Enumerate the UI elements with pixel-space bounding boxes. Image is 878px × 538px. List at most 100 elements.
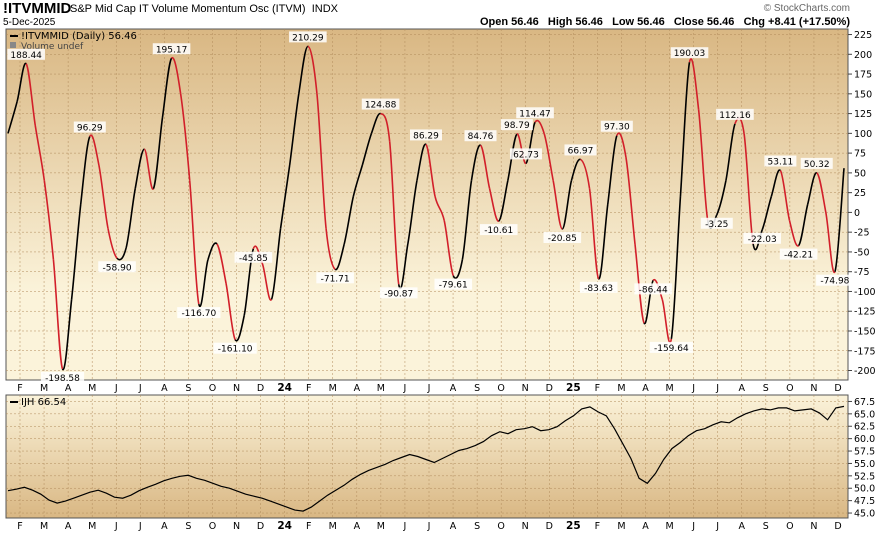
osc-series-segment: [806, 172, 818, 205]
osc-month-label: A: [65, 383, 72, 394]
osc-series-segment: [534, 119, 545, 134]
osc-series-segment: [561, 180, 573, 230]
osc-series-segment: [7, 101, 18, 134]
osc-ytick-label: 100: [854, 129, 872, 140]
osc-annotation-box: [234, 251, 273, 263]
osc-annotation-label: 84.76: [468, 132, 494, 142]
osc-annotation-label: 62.73: [513, 150, 539, 160]
price-ytick-label: 67.5: [854, 397, 875, 408]
osc-month-label: J: [138, 383, 142, 394]
price-month-label: J: [427, 521, 431, 532]
osc-series-segment: [270, 228, 282, 300]
osc-ytick-label: 150: [854, 89, 872, 100]
osc-annotation-box: [779, 248, 818, 260]
osc-annotation-box: [800, 157, 833, 169]
price-ytick-label: 45.0: [854, 509, 875, 520]
osc-series-segment: [661, 299, 673, 344]
osc-annotation-box: [516, 107, 554, 119]
osc-series-segment: [288, 93, 300, 166]
osc-annotation-box: [73, 121, 106, 133]
osc-series-segment: [825, 212, 836, 273]
osc-annotation-box: [464, 130, 497, 142]
osc-annotation-box: [543, 232, 582, 244]
osc-annotation-label: -20.85: [548, 234, 577, 244]
osc-series-segment: [79, 136, 91, 205]
osc-series-segment: [434, 196, 445, 221]
osc-series-segment: [207, 242, 218, 261]
osc-series-segment: [198, 259, 209, 308]
osc-series-segment: [679, 62, 691, 197]
price-month-label: A: [642, 521, 649, 532]
osc-month-label: 25: [566, 382, 581, 394]
osc-series-segment: [89, 134, 100, 166]
osc-month-label: J: [427, 383, 431, 394]
osc-month-label: D: [257, 383, 264, 394]
osc-ytick-label: -100: [854, 287, 876, 298]
osc-annotation-box: [509, 148, 542, 160]
price-month-label: N: [233, 521, 240, 532]
osc-month-label: S: [763, 383, 769, 394]
osc-annotation-label: 97.30: [604, 123, 630, 133]
price-month-label: D: [546, 521, 553, 532]
price-month-label: S: [474, 521, 480, 532]
osc-annotation-label: 195.17: [156, 45, 188, 55]
osc-annotation-label: -45.85: [239, 254, 268, 264]
osc-series-segment: [25, 63, 37, 126]
price-month-label: J: [138, 521, 142, 532]
price-month-label: A: [161, 521, 168, 532]
osc-series-segment: [770, 169, 782, 197]
osc-annotation-box: [98, 261, 136, 273]
osc-annotation-box: [479, 224, 518, 236]
osc-month-label: M: [665, 383, 673, 394]
price-month-label: O: [209, 521, 216, 532]
price-month-label: M: [88, 521, 96, 532]
osc-month-label: M: [88, 383, 96, 394]
price-month-label: A: [354, 521, 361, 532]
price-legend-entry: IJH 66.54: [21, 397, 66, 408]
osc-annotation-box: [564, 144, 597, 156]
osc-series-segment: [816, 172, 827, 213]
price-month-label: 25: [566, 520, 581, 532]
osc-annotation-box: [379, 287, 418, 299]
osc-series-segment: [370, 112, 381, 134]
osc-series-segment: [70, 204, 82, 300]
price-month-label: J: [114, 521, 118, 532]
osc-series-segment: [643, 279, 654, 324]
osc-annotation-box: [600, 120, 633, 132]
osc-month-label: N: [522, 383, 529, 394]
price-month-label: S: [185, 521, 191, 532]
osc-series-segment: [316, 93, 327, 229]
osc-annotation-box: [289, 31, 327, 43]
chart-name: S&P Mid Cap IT Volume Momentum Osc (ITVM…: [70, 3, 338, 15]
osc-annotation-label: -159.64: [654, 344, 689, 354]
osc-series-segment: [352, 164, 364, 197]
osc-series-segment: [152, 117, 164, 190]
osc-series-segment: [179, 93, 191, 181]
price-month-label: M: [617, 521, 625, 532]
osc-ytick-label: 175: [854, 70, 872, 81]
price-month-label: M: [329, 521, 337, 532]
osc-annotation-label: -83.63: [584, 284, 613, 294]
price-month-label: D: [257, 521, 264, 532]
osc-series-segment: [52, 259, 64, 370]
osc-series-segment: [779, 170, 791, 221]
osc-month-label: A: [450, 383, 457, 394]
osc-annotation-box: [500, 119, 533, 131]
osc-annotation-box: [716, 108, 754, 120]
osc-series-segment: [116, 247, 127, 261]
osc-annotation-box: [743, 232, 782, 244]
price-ytick-label: 55.0: [854, 459, 875, 470]
price-month-label: N: [810, 521, 817, 532]
price-month-label: J: [403, 521, 407, 532]
osc-series-segment: [488, 188, 500, 222]
osc-series-segment: [216, 243, 227, 284]
osc-month-label: J: [691, 383, 695, 394]
open-label: Open: [479, 16, 509, 28]
osc-legend-swatch: [10, 42, 16, 48]
osc-series-segment: [125, 188, 137, 249]
osc-series-segment: [325, 228, 336, 270]
price-month-label: A: [65, 521, 72, 532]
price-month-label: O: [497, 521, 504, 532]
osc-ytick-label: 75: [854, 149, 866, 160]
osc-series-segment: [597, 204, 609, 280]
